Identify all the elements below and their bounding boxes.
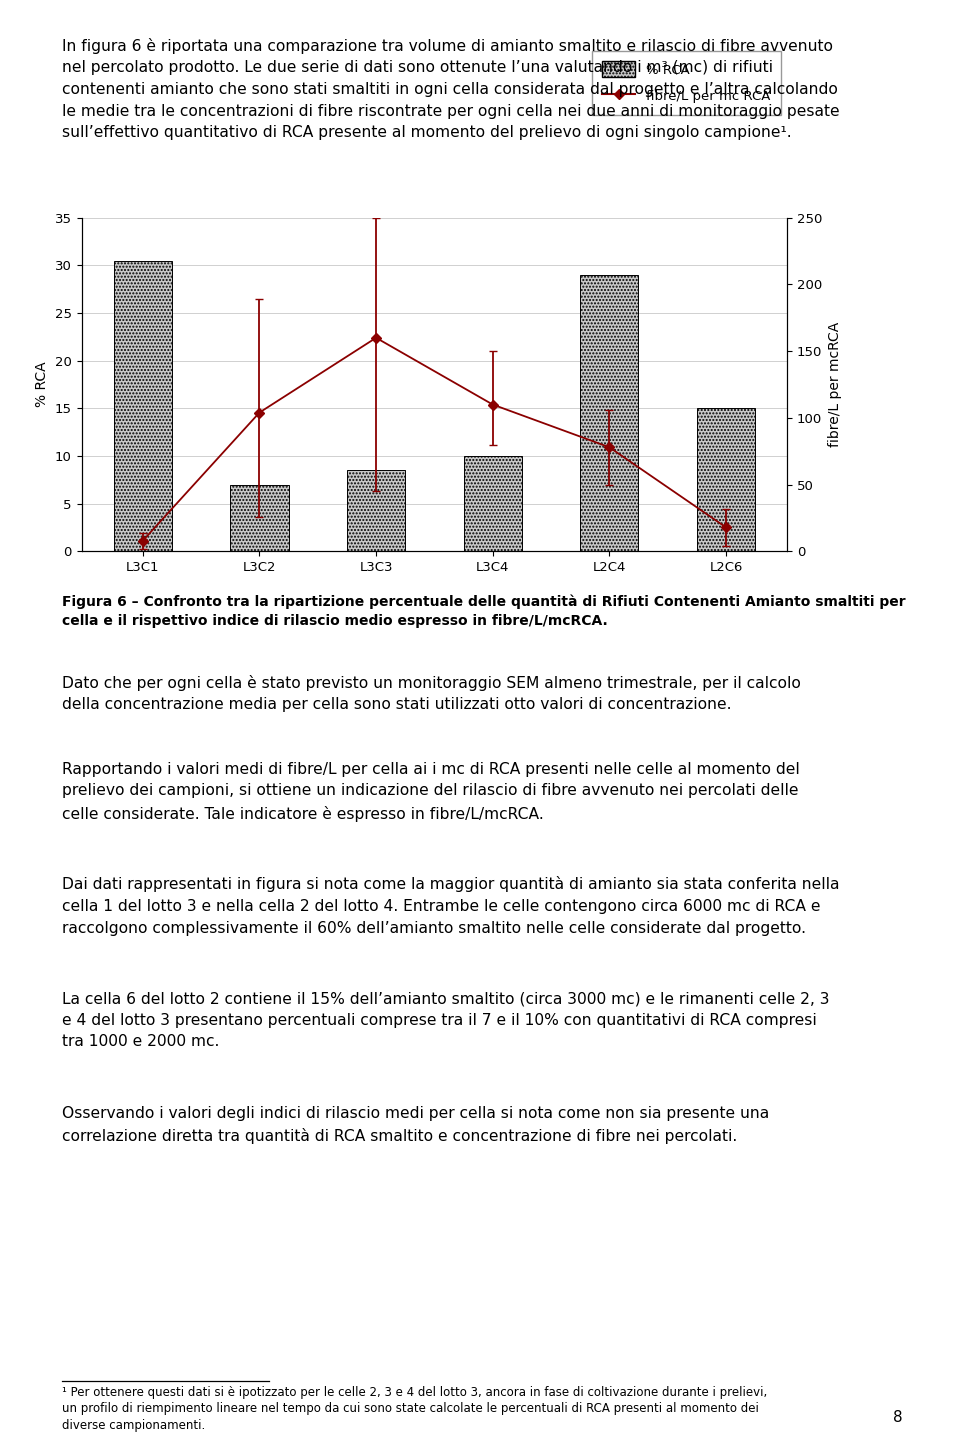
Bar <box>697 408 756 551</box>
Bar <box>464 456 522 551</box>
Bar <box>230 485 289 551</box>
Legend: % RCA, fibre/L per mc RCA: % RCA, fibre/L per mc RCA <box>591 51 780 115</box>
Text: In figura 6 è riportata una comparazione tra volume di amianto smaltito e rilasc: In figura 6 è riportata una comparazione… <box>62 38 840 141</box>
Bar <box>113 261 172 551</box>
Text: 8: 8 <box>893 1410 902 1425</box>
Text: La cella 6 del lotto 2 contiene il 15% dell’amianto smaltito (circa 3000 mc) e l: La cella 6 del lotto 2 contiene il 15% d… <box>62 991 829 1049</box>
Text: Osservando i valori degli indici di rilascio medi per cella si nota come non sia: Osservando i valori degli indici di rila… <box>62 1106 770 1143</box>
Text: Dai dati rappresentati in figura si nota come la maggior quantità di amianto sia: Dai dati rappresentati in figura si nota… <box>62 876 840 936</box>
Y-axis label: fibre/L per mcRCA: fibre/L per mcRCA <box>828 322 842 447</box>
Text: Dato che per ogni cella è stato previsto un monitoraggio SEM almeno trimestrale,: Dato che per ogni cella è stato previsto… <box>62 675 802 712</box>
Y-axis label: % RCA: % RCA <box>36 361 49 408</box>
Text: ¹ Per ottenere questi dati si è ipotizzato per le celle 2, 3 e 4 del lotto 3, an: ¹ Per ottenere questi dati si è ipotizza… <box>62 1386 768 1432</box>
Bar <box>347 470 405 551</box>
Text: Rapportando i valori medi di fibre/L per cella ai i mc di RCA presenti nelle cel: Rapportando i valori medi di fibre/L per… <box>62 762 800 821</box>
Bar <box>580 274 638 551</box>
Text: Figura 6 – Confronto tra la ripartizione percentuale delle quantità di Rifiuti C: Figura 6 – Confronto tra la ripartizione… <box>62 595 906 628</box>
